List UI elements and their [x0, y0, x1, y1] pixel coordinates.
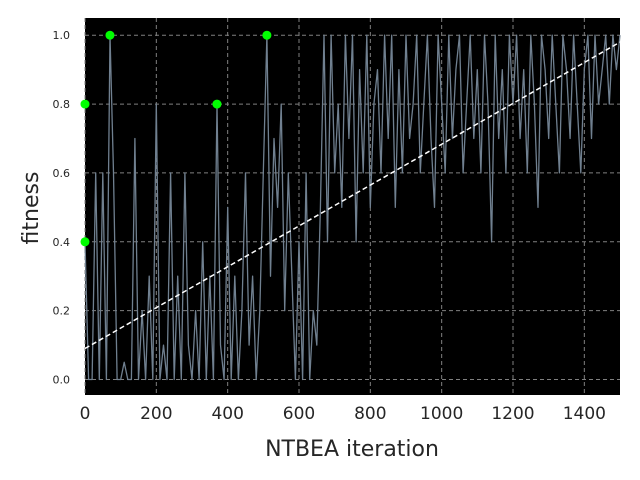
fitness-line: [84, 34, 621, 381]
best-point: [262, 30, 272, 40]
x-tick-label: 0: [80, 404, 91, 424]
y-tick-label: 0.2: [53, 305, 71, 318]
x-tick-label: 200: [140, 404, 172, 424]
trend-line: [84, 41, 621, 350]
y-tick-label: 1.0: [53, 29, 71, 42]
best-point: [80, 99, 90, 109]
best-point: [80, 237, 90, 247]
x-tick-label: 800: [354, 404, 386, 424]
best-point: [212, 99, 222, 109]
series-layer: [80, 30, 621, 381]
plot-area: [85, 18, 620, 395]
x-tick-label: 600: [283, 404, 315, 424]
x-tick-label: 400: [211, 404, 243, 424]
y-axis-label: fitness: [19, 172, 44, 245]
x-axis-label: NTBEA iteration: [265, 437, 439, 462]
x-tick-label: 1200: [491, 404, 534, 424]
y-tick-label: 0.0: [53, 374, 71, 387]
tick-labels: 0 200 400 600 800 1000 1200 1400 0.0 0.2 0.4 0.6 0.8…: [53, 29, 606, 424]
x-tick-label: 1400: [563, 404, 606, 424]
x-tick-label: 1000: [420, 404, 463, 424]
best-point: [105, 30, 115, 40]
y-tick-label: 0.6: [53, 167, 71, 180]
y-tick-label: 0.8: [53, 98, 71, 111]
y-tick-label: 0.4: [53, 236, 71, 249]
